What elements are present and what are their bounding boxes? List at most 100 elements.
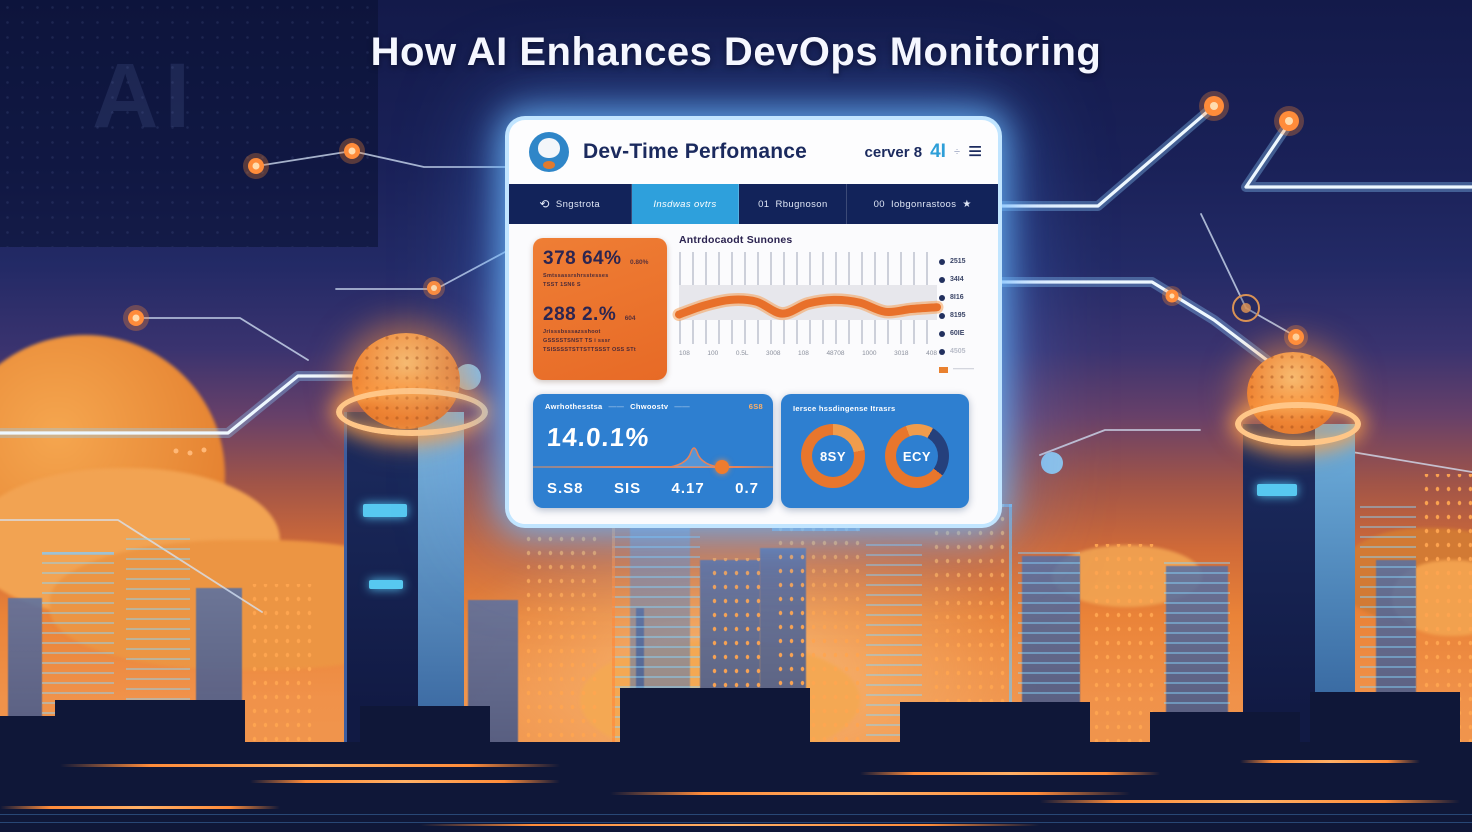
metrics-corner-value: 6S8 — [748, 402, 763, 411]
legend-item[interactable]: 34I4 — [939, 276, 991, 283]
x-tick: 100 — [707, 350, 719, 357]
server-label: cerver 8 — [864, 143, 923, 161]
dashboard-title: Dev-Time Perfomance — [583, 140, 808, 163]
x-tick: 3018 — [894, 350, 909, 357]
ai-watermark-text: AI — [92, 45, 196, 147]
legend-label: 34I4 — [950, 276, 964, 283]
sparkline-hill — [662, 447, 725, 468]
legend-dot — [939, 294, 945, 301]
x-tick: 0.5L — [735, 350, 749, 357]
neon-streak — [250, 780, 560, 783]
dome-ring — [1235, 402, 1361, 446]
legend-dot — [939, 276, 945, 283]
page-title: How AI Enhances DevOps Monitoring — [370, 30, 1102, 74]
stat-value: 378 64% — [543, 248, 622, 269]
tower-screen — [363, 504, 407, 517]
metric-value: SIS — [613, 480, 642, 497]
x-tick: 408 — [926, 350, 937, 357]
tab-rbugnoson[interactable]: 01 Rbugnoson — [739, 184, 848, 224]
neon-streak — [1240, 760, 1420, 763]
stat-label: TSST 1SN6 S — [543, 282, 581, 288]
gauges-title: Iersce hssdingense Itrasrs — [793, 404, 896, 413]
circuit-nodes — [123, 91, 1308, 474]
neon-streak — [420, 824, 1040, 826]
tab-label: Insdwas ovtrs — [653, 198, 717, 210]
version-badge: 4I — [930, 141, 946, 162]
tab-label: Sngstrota — [555, 198, 601, 210]
foreground-block — [0, 716, 60, 746]
stat-label: GSSSSTSNST TS i sssr — [543, 338, 611, 344]
legend-label: 4505 — [950, 348, 966, 355]
water-line — [0, 822, 1472, 823]
tower-screen — [369, 580, 403, 589]
tab-bar: ⟲ Sngstrota Insdwas ovtrs 01 Rbugnoson 0… — [509, 184, 998, 224]
neon-streak — [0, 806, 280, 809]
avatar[interactable] — [529, 132, 569, 172]
legend-dot — [939, 330, 945, 337]
foreground-block — [1310, 692, 1460, 746]
metric-value: S.S8 — [547, 480, 584, 497]
performance-line — [672, 293, 944, 322]
stat-value: 288 2.% — [543, 304, 617, 325]
stat-side: 0.80% — [629, 259, 649, 266]
legend-label: 8195 — [950, 312, 966, 319]
legend-dot — [939, 348, 945, 355]
tab-iobgonrastoos[interactable]: 00 Iobgonrastoos ★ — [847, 184, 998, 224]
legend-swatch — [939, 366, 948, 373]
sparkline-marker[interactable] — [715, 460, 730, 474]
water-line — [0, 814, 1472, 815]
tab-label: Iobgonrastoos — [890, 198, 957, 210]
performance-chart: Antrdocaodt Sunones 108 100 0.5L 3008 10… — [672, 234, 944, 384]
legend-item[interactable]: 2515 — [939, 258, 991, 265]
gauge-value: ECY — [902, 448, 932, 464]
tab-label: Rbugnoson — [775, 198, 828, 210]
x-tick: 48708 — [826, 350, 845, 357]
dashboard-header: Dev-Time Perfomance cerver 8 4I ÷ ≡ — [509, 120, 998, 184]
refresh-icon: ⟲ — [539, 197, 550, 211]
metrics-header-dash: —— — [608, 402, 625, 411]
neon-streak — [610, 792, 1130, 795]
gauge-donut-left[interactable]: 8SY — [801, 424, 865, 488]
x-tick: 3008 — [766, 350, 781, 357]
gauges-card: Iersce hssdingense Itrasrs 8SY ECY — [781, 394, 969, 508]
neon-streak — [60, 764, 560, 767]
gauge-value: 8SY — [819, 448, 847, 464]
metrics-header-right: Chwoostv — [630, 402, 669, 411]
hamburger-menu-icon[interactable]: ≡ — [967, 138, 982, 165]
legend-item[interactable]: ——— — [939, 366, 991, 373]
legend-label: 60IE — [950, 330, 965, 337]
tab-singstrota[interactable]: ⟲ Sngstrota — [509, 184, 632, 224]
stat-side: 604 — [624, 315, 636, 322]
legend-dot — [939, 258, 945, 265]
metrics-big-value: 14.0.1% — [545, 422, 651, 452]
tower-screen — [1257, 484, 1297, 496]
legend-item[interactable]: 8195 — [939, 312, 991, 319]
metrics-values-row: S.S8 SIS 4.17 0.7 — [547, 480, 759, 497]
legend-item[interactable]: 60IE — [939, 330, 991, 337]
foreground-silhouette — [0, 742, 1472, 832]
tab-insdwas-active[interactable]: Insdwas ovtrs — [631, 184, 740, 224]
foreground-block — [1150, 712, 1300, 746]
neon-streak — [860, 772, 1160, 775]
chart-legend: 2515 34I4 8I16 8195 60IE 4505 ——— — [939, 258, 991, 384]
legend-dot — [939, 312, 945, 319]
metrics-card: Awrhothesstsa —— Chwoostv —— 6S8 14.0.1%… — [533, 394, 773, 508]
stat-label: Jrisssbsssazsshoot — [543, 329, 601, 335]
ai-watermark: AI — [0, 0, 378, 247]
stats-card: 378 64% 0.80% Smtssassrshrsstesses TSST … — [533, 238, 667, 380]
foreground-block — [620, 688, 810, 746]
legend-item[interactable]: 4505 — [939, 348, 991, 355]
metric-value: 0.7 — [735, 480, 759, 497]
chart-x-axis: 108 100 0.5L 3008 108 48708 1000 3018 40… — [679, 350, 937, 357]
foreground-block — [360, 706, 490, 746]
legend-item[interactable]: 8I16 — [939, 294, 991, 301]
gauge-donut-right[interactable]: ECY — [885, 424, 949, 488]
legend-label: ——— — [953, 366, 974, 373]
metric-value: 4.17 — [671, 480, 705, 497]
stat-label: Smtssassrshrsstesses — [543, 273, 609, 279]
tab-prefix: 01 — [758, 198, 770, 210]
x-tick: 1000 — [862, 350, 877, 357]
chart-plot-area — [672, 252, 944, 344]
foreground-block — [55, 700, 245, 746]
